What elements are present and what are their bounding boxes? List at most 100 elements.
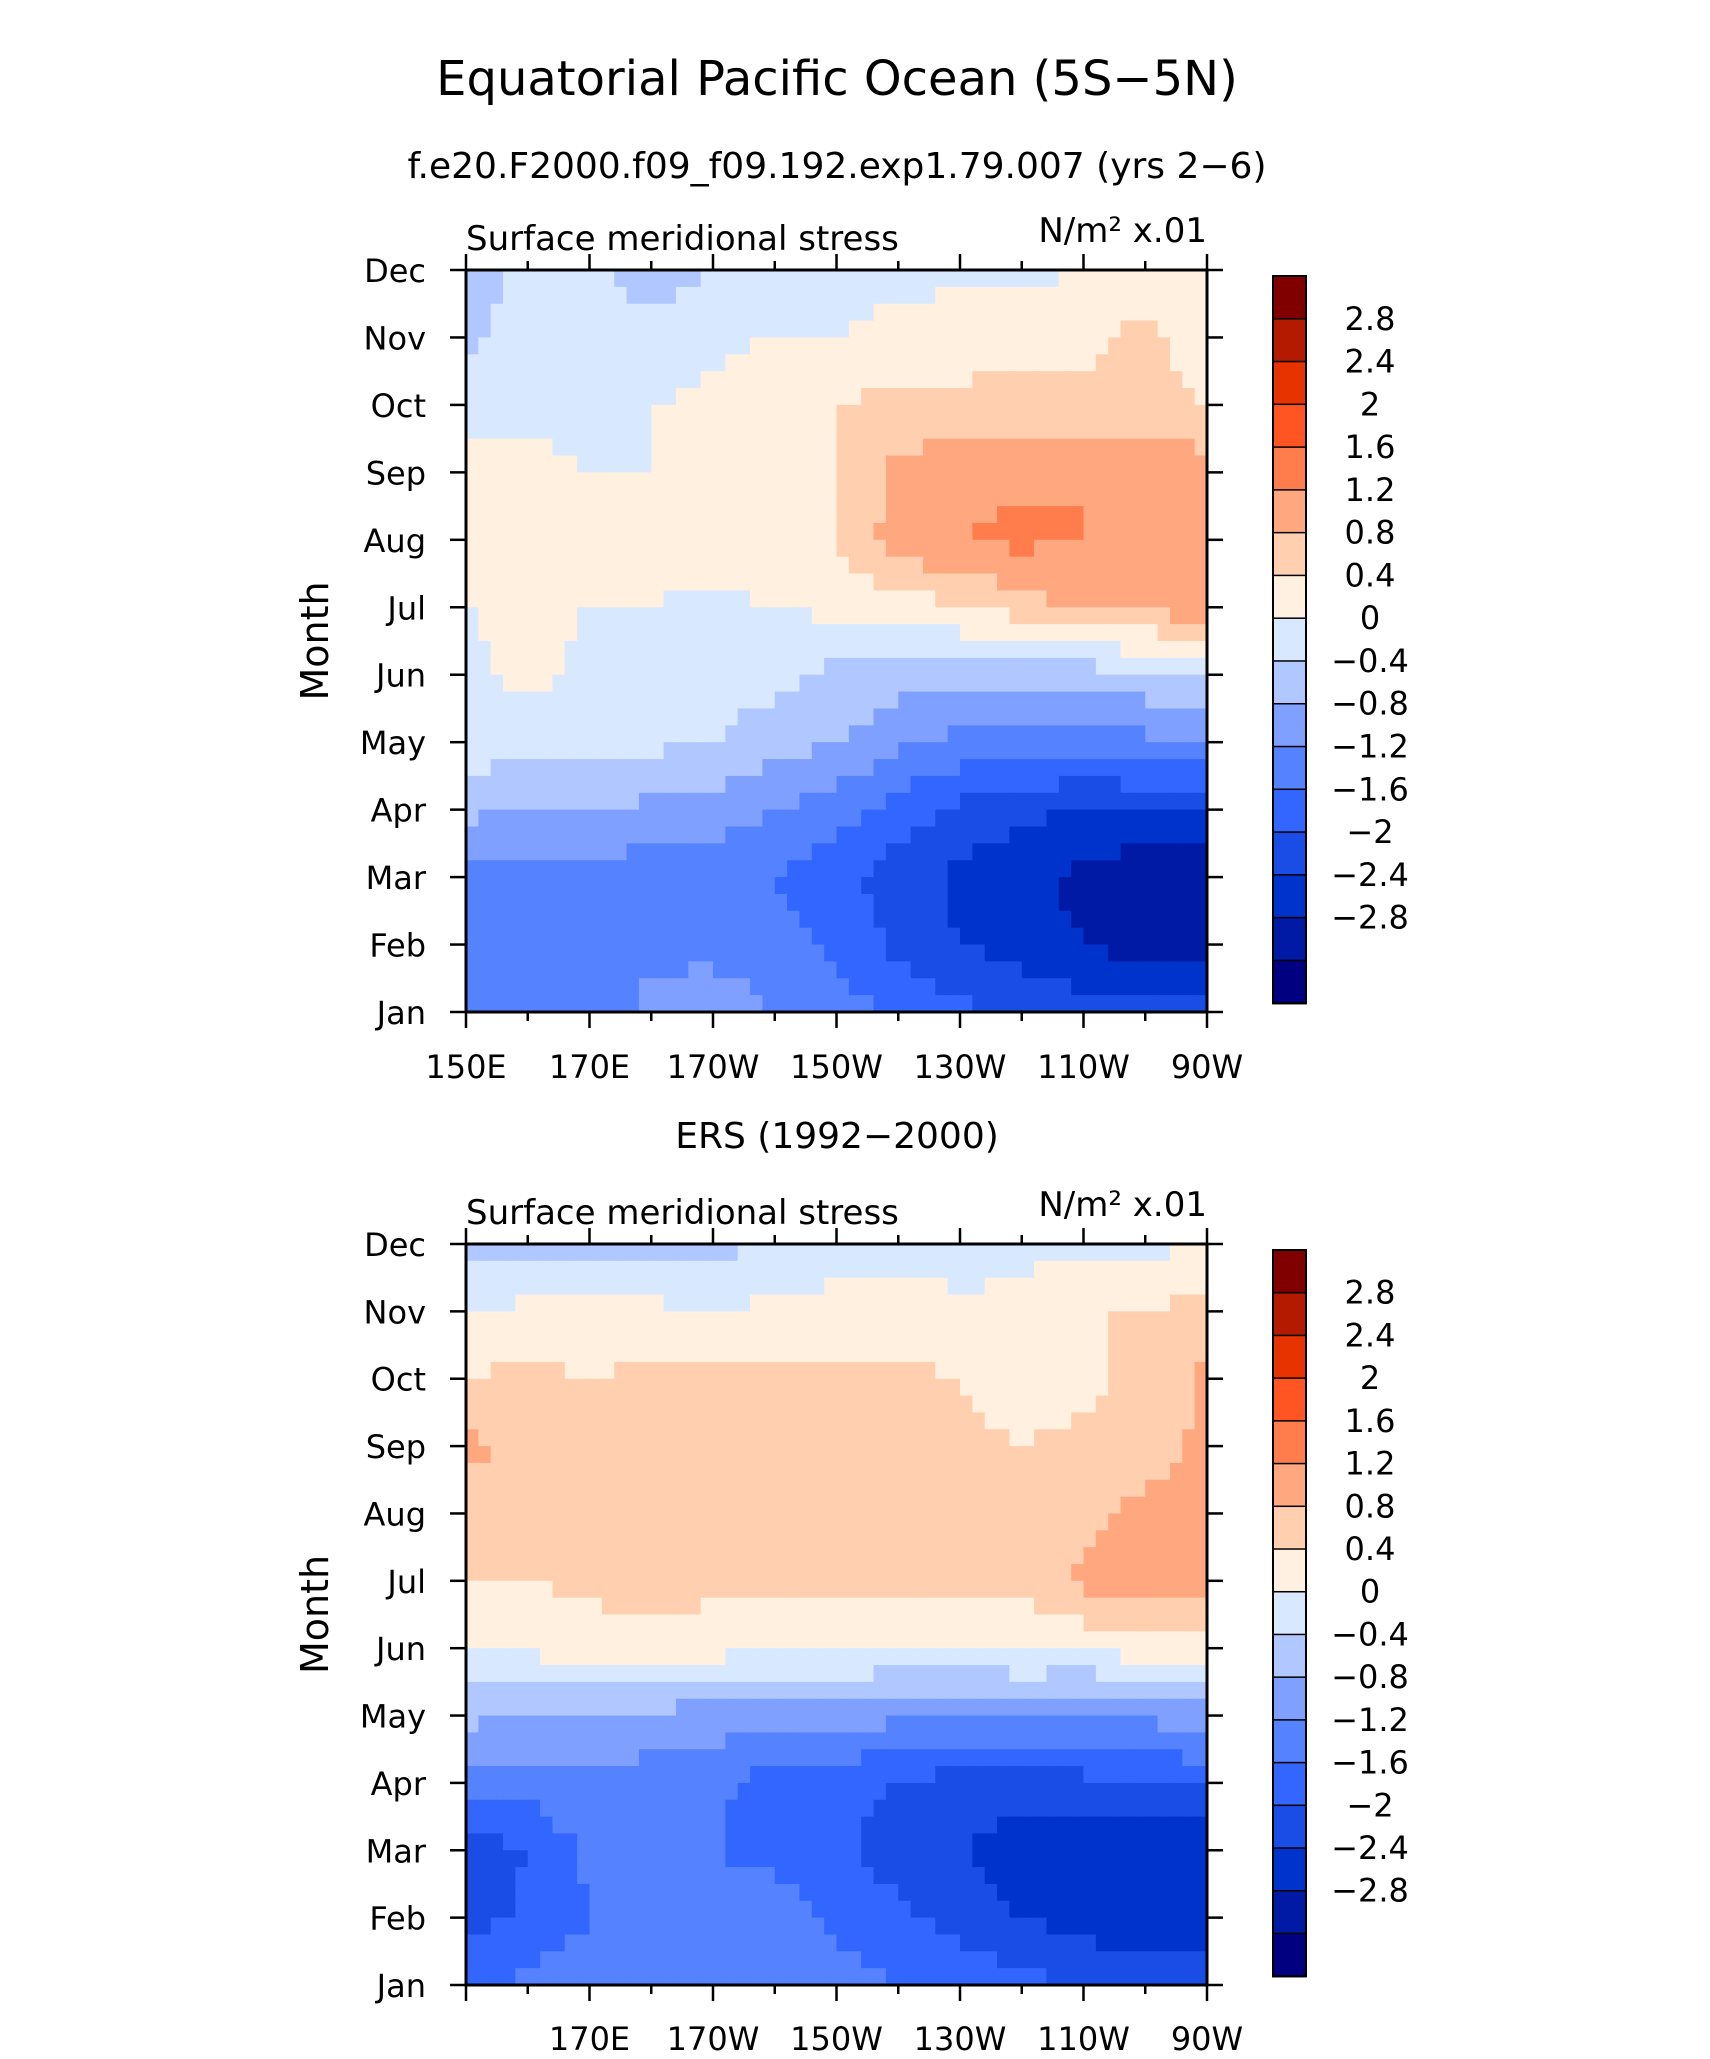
contour-cell [663, 320, 677, 339]
contour-cell [1145, 1648, 1159, 1666]
contour-cell [700, 1311, 714, 1329]
contour-cell [1021, 708, 1035, 726]
contour-cell [1083, 1782, 1097, 1801]
contour-cell [1083, 1345, 1097, 1363]
contour-cell [1120, 1580, 1134, 1599]
contour-cell [1071, 1614, 1085, 1632]
contour-cell [700, 1429, 714, 1447]
contour-cell [799, 1681, 813, 1700]
contour-cell [503, 1294, 516, 1312]
contour-cell [1009, 1294, 1023, 1312]
contour-cell [1058, 910, 1072, 929]
contour-cell [1194, 1850, 1208, 1868]
contour-cell [614, 1361, 628, 1380]
contour-cell [713, 1799, 726, 1818]
contour-cell [527, 759, 541, 777]
contour-cell [960, 1513, 973, 1531]
contour-cell [762, 472, 776, 490]
contour-cell [750, 1698, 763, 1717]
contour-cell [490, 1580, 504, 1599]
contour-cell [564, 1244, 578, 1262]
contour-cell [688, 303, 702, 322]
contour-cell [1182, 792, 1196, 811]
contour-cell [737, 843, 751, 861]
contour-cell [490, 1563, 504, 1582]
contour-cell [626, 877, 640, 895]
contour-cell [1132, 708, 1146, 726]
contour-cell [947, 978, 961, 996]
contour-cell [972, 674, 986, 693]
contour-cell [589, 438, 603, 457]
contour-cell [1132, 927, 1146, 946]
contour-cell [922, 388, 936, 406]
contour-cell [1021, 1698, 1035, 1717]
contour-cell [873, 522, 887, 541]
contour-cell [1083, 1260, 1097, 1279]
contour-cell [638, 1681, 652, 1700]
contour-cell [1132, 472, 1146, 490]
contour-cell [1058, 1648, 1072, 1666]
contour-cell [1182, 775, 1196, 794]
contour-cell [552, 1446, 566, 1464]
contour-cell [947, 337, 961, 355]
contour-cell [750, 927, 763, 946]
contour-cell [1083, 421, 1097, 440]
contour-cell [848, 354, 862, 372]
contour-cell [1182, 388, 1196, 406]
contour-cell [552, 1328, 566, 1346]
contour-cell [540, 792, 554, 811]
contour-cell [750, 438, 763, 457]
contour-cell [898, 1732, 912, 1750]
contour-cell [651, 910, 665, 929]
contour-cell [1169, 1244, 1183, 1262]
contour-cell [848, 792, 862, 811]
contour-cell [774, 1563, 788, 1582]
contour-cell [564, 843, 578, 861]
contour-cell [490, 455, 504, 473]
contour-cell [626, 1513, 640, 1531]
contour-cell [898, 1378, 912, 1397]
contour-cell [1034, 961, 1048, 979]
contour-cell [1145, 893, 1159, 912]
contour-cell [873, 1648, 887, 1666]
contour-cell [1157, 1513, 1171, 1531]
contour-cell [725, 1277, 739, 1296]
contour-cell [737, 944, 751, 963]
contour-cell [725, 1867, 739, 1885]
contour-cell [787, 270, 801, 288]
contour-cell [651, 1244, 665, 1262]
contour-cell [1108, 1395, 1122, 1414]
contour-cell [626, 843, 640, 861]
contour-cell [1071, 1681, 1085, 1700]
contour-cell [861, 1732, 875, 1750]
contour-cell [638, 1547, 652, 1565]
contour-cell [811, 1395, 825, 1414]
colorbar-label: −1.2 [1331, 728, 1409, 766]
contour-cell [527, 404, 541, 423]
contour-cell [725, 759, 739, 777]
contour-cell [1058, 1749, 1072, 1767]
contour-cell [1108, 371, 1122, 389]
contour-cell [848, 1462, 862, 1481]
contour-cell [1095, 337, 1109, 355]
contour-cell [1083, 1850, 1097, 1868]
contour-cell [1083, 1446, 1097, 1464]
contour-cell [713, 877, 726, 895]
contour-cell [997, 792, 1010, 811]
contour-cell [1083, 388, 1097, 406]
contour-cell [651, 877, 665, 895]
contour-cell [762, 1665, 776, 1683]
contour-cell [762, 759, 776, 777]
contour-cell [1021, 843, 1035, 861]
contour-cell [935, 1378, 949, 1397]
contour-cell [700, 303, 714, 322]
contour-cell [836, 1749, 850, 1767]
contour-cell [774, 1294, 788, 1312]
contour-cell [651, 1631, 665, 1649]
contour-cell [564, 910, 578, 929]
contour-cell [1132, 759, 1146, 777]
contour-cell [1108, 421, 1122, 440]
contour-cell [737, 1311, 751, 1329]
contour-cell [824, 877, 838, 895]
contour-cell [873, 590, 887, 608]
